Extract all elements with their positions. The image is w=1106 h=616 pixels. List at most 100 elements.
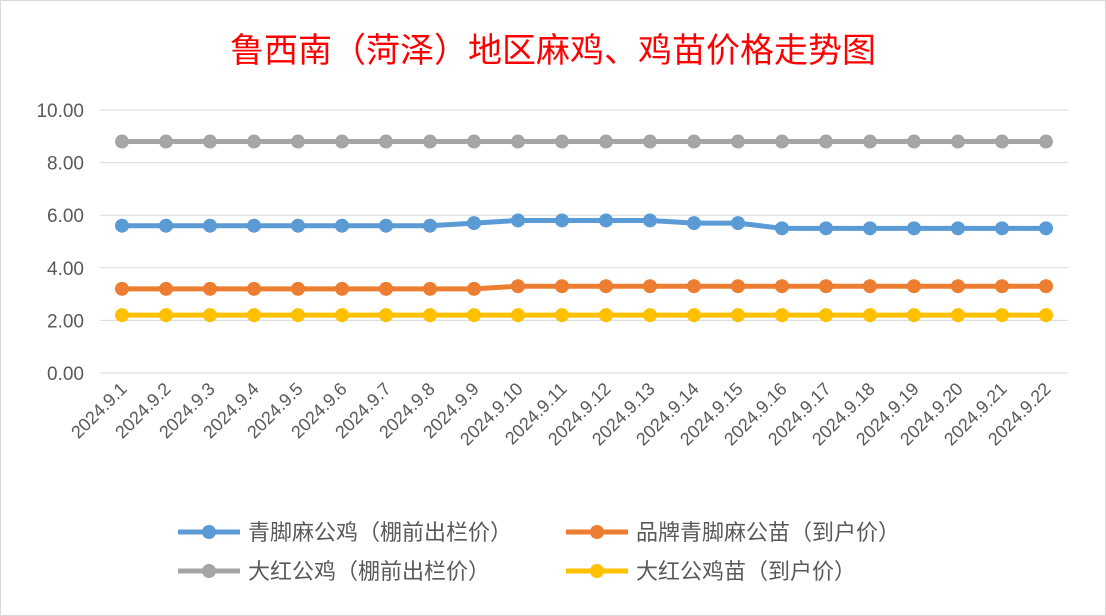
data-point: [379, 308, 393, 323]
data-point: [599, 134, 613, 149]
data-point: [907, 221, 921, 236]
data-point: [379, 218, 393, 233]
legend-label: 大红公鸡苗（到户价）: [636, 560, 856, 585]
grid-lines: [100, 109, 1068, 374]
data-point: [819, 308, 833, 323]
data-point: [291, 218, 305, 233]
data-point: [379, 281, 393, 296]
data-point: [115, 308, 129, 323]
data-point: [159, 218, 173, 233]
data-point: [335, 281, 349, 296]
data-point: [291, 308, 305, 323]
data-point: [511, 134, 525, 149]
data-point: [951, 221, 965, 236]
data-point: [203, 308, 217, 323]
data-point: [775, 279, 789, 294]
data-point: [203, 218, 217, 233]
series-3: [115, 134, 1053, 149]
data-point: [775, 308, 789, 323]
legend-swatch-marker: [202, 525, 216, 539]
data-point: [731, 134, 745, 149]
data-point: [863, 134, 877, 149]
data-point: [819, 134, 833, 149]
series-layer: [115, 134, 1053, 323]
y-tick-label: 8.00: [47, 154, 84, 175]
legend-item: 大红公鸡（棚前出栏价）: [178, 560, 490, 585]
data-point: [291, 134, 305, 149]
series-1: [115, 213, 1053, 236]
data-point: [951, 308, 965, 323]
data-point: [643, 279, 657, 294]
data-point: [511, 308, 525, 323]
y-tick-label: 6.00: [47, 206, 84, 227]
data-point: [599, 308, 613, 323]
data-point: [731, 308, 745, 323]
data-point: [995, 134, 1009, 149]
data-point: [247, 308, 261, 323]
legend: 青脚麻公鸡（棚前出栏价） 品牌青脚麻公苗（到户价） 大红公鸡（棚前出栏价） 大红公鸡苗…: [178, 521, 900, 585]
data-point: [555, 279, 569, 294]
data-point: [423, 281, 437, 296]
data-point: [423, 134, 437, 149]
data-point: [467, 281, 481, 296]
data-point: [731, 279, 745, 294]
series-line: [122, 217, 1046, 231]
data-point: [995, 279, 1009, 294]
y-tick-label: 10.00: [36, 101, 84, 122]
data-point: [555, 134, 569, 149]
data-point: [291, 281, 305, 296]
legend-swatch-marker: [590, 564, 604, 578]
legend-label: 青脚麻公鸡（棚前出栏价）: [248, 521, 512, 546]
data-point: [643, 213, 657, 228]
data-point: [335, 218, 349, 233]
series-line: [122, 283, 1046, 292]
data-point: [335, 308, 349, 323]
data-point: [863, 308, 877, 323]
data-point: [247, 134, 261, 149]
data-point: [467, 308, 481, 323]
legend-label: 品牌青脚麻公苗（到户价）: [636, 521, 900, 546]
data-point: [995, 221, 1009, 236]
data-point: [335, 134, 349, 149]
data-point: [907, 134, 921, 149]
data-point: [555, 213, 569, 228]
data-point: [775, 221, 789, 236]
data-point: [643, 308, 657, 323]
data-point: [511, 279, 525, 294]
chart-title: 鲁西南（菏泽）地区麻鸡、鸡苗价格走势图: [230, 31, 876, 71]
data-point: [907, 308, 921, 323]
legend-swatch-marker: [202, 564, 216, 578]
data-point: [115, 134, 129, 149]
data-point: [687, 134, 701, 149]
data-point: [159, 134, 173, 149]
y-axis-ticks: 0.00 2.00 4.00 6.00 8.00 10.00: [36, 101, 84, 385]
y-tick-label: 0.00: [47, 364, 84, 385]
data-point: [731, 216, 745, 231]
data-point: [203, 281, 217, 296]
data-point: [467, 216, 481, 231]
legend-label: 大红公鸡（棚前出栏价）: [248, 560, 490, 585]
data-point: [599, 213, 613, 228]
data-point: [247, 218, 261, 233]
data-point: [159, 308, 173, 323]
data-point: [599, 279, 613, 294]
data-point: [863, 279, 877, 294]
series-2: [115, 279, 1053, 296]
data-point: [907, 279, 921, 294]
data-point: [951, 279, 965, 294]
data-point: [775, 134, 789, 149]
y-tick-label: 4.00: [47, 259, 84, 280]
data-point: [687, 308, 701, 323]
series-4: [115, 308, 1053, 323]
data-point: [995, 308, 1009, 323]
data-point: [159, 281, 173, 296]
data-point: [1039, 134, 1053, 149]
data-point: [687, 279, 701, 294]
data-point: [555, 308, 569, 323]
legend-item: 青脚麻公鸡（棚前出栏价）: [178, 521, 512, 546]
data-point: [1039, 308, 1053, 323]
x-axis-ticks: 2024.9.12024.9.22024.9.32024.9.42024.9.5…: [67, 379, 1055, 450]
data-point: [819, 279, 833, 294]
data-point: [467, 134, 481, 149]
data-point: [1039, 221, 1053, 236]
